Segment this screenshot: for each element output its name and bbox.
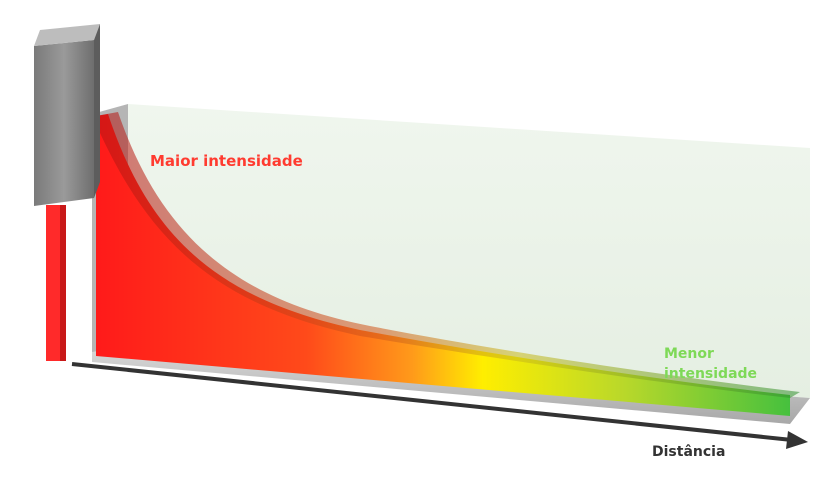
source-pin-shade <box>60 205 66 361</box>
source-device-top <box>34 24 100 46</box>
intensity-curve <box>96 114 790 416</box>
intensity-curve-ribbon <box>96 112 800 398</box>
label-low-intensity-line2: intensidade <box>664 366 757 382</box>
distance-axis-line <box>71 362 793 442</box>
label-low-intensity-line1: Menor <box>664 346 714 362</box>
label-distance-axis: Distância <box>652 444 725 460</box>
label-high-intensity: Maior intensidade <box>150 152 303 170</box>
source-device <box>34 40 94 206</box>
source-device-side <box>94 24 100 198</box>
distance-axis-arrowhead <box>786 431 808 449</box>
